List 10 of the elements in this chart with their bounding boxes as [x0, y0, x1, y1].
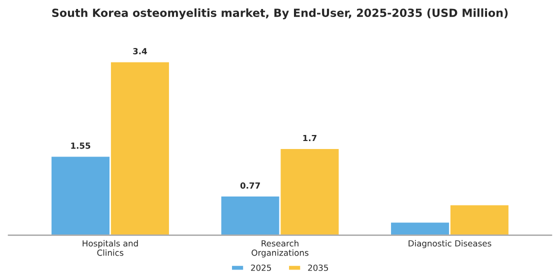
data-label: 0.77 [240, 182, 260, 189]
x-tick-label: Research Organizations [252, 240, 308, 258]
x-tick-label: Diagnostic Diseases [408, 240, 492, 248]
data-label: 1.55 [71, 142, 90, 149]
legend-label: 2035 [308, 264, 328, 271]
data-label: 3.4 [133, 48, 147, 54]
x-tick-label: Hospitals and Clinics [82, 240, 138, 256]
legend-label: 2025 [251, 264, 271, 271]
chart-title: South Korea osteomyelitis market, By End-User, 2025-2035 (USD Million) [52, 8, 508, 20]
data-label: 1.7 [303, 134, 316, 142]
